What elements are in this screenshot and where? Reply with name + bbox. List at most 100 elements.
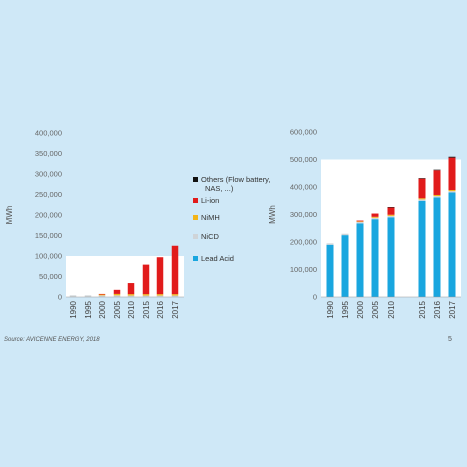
right-chart-bar-nicd-2016: [433, 196, 441, 198]
right-chart-bar-lead-2010: [387, 217, 395, 297]
left-chart-ytick-label: 0: [58, 293, 62, 302]
right-chart-bar-others-2016: [433, 169, 441, 171]
right-chart-xtick-label: 1995: [341, 300, 350, 318]
right-chart-bar-liion-2005: [371, 213, 379, 217]
left-chart-ylabel: MWh: [5, 206, 14, 225]
right-chart-bar-lead-2000: [356, 223, 364, 297]
right-chart-ytick-label: 500,000: [290, 155, 317, 164]
right-chart-bar-nicd-2010: [387, 215, 395, 218]
left-chart-bar-liion-2016: [156, 257, 164, 295]
left-chart-xtick-label: 2015: [142, 300, 151, 318]
right-chart-xtick-label: 2010: [387, 300, 396, 318]
legend-label: NiMH: [201, 213, 220, 222]
left-chart-ytick-label: 50,000: [39, 272, 62, 281]
left-chart-xtick-label: 1990: [69, 300, 78, 318]
left-chart-plot-area: [66, 256, 184, 297]
left-chart-bar-nimh-2017: [171, 294, 179, 296]
right-chart-bar-nicd-2017: [448, 191, 456, 193]
right-chart-xtick-label: 1990: [326, 300, 335, 318]
right-chart-bar-nicd-1995: [341, 233, 349, 236]
left-chart-ytick-label: 300,000: [35, 170, 62, 179]
right-chart-ytick-label: 400,000: [290, 183, 317, 192]
right-chart-xtick-label: 2015: [418, 300, 427, 318]
right-chart-bar-others-2017: [448, 156, 456, 158]
left-chart-bar-nimh-2010: [127, 294, 135, 296]
page-number: 5: [448, 336, 452, 343]
legend-swatch: [193, 198, 198, 203]
left-chart-bar-liion-2015: [142, 264, 150, 295]
right-chart-ytick-label: 200,000: [290, 238, 317, 247]
legend: Others (Flow battery, NAS, ...) Li-ion NiMH…: [193, 175, 270, 263]
right-chart-bar-liion-2000: [356, 220, 364, 222]
left-chart-ytick-label: 400,000: [35, 129, 62, 138]
left-chart-xtick-label: 2005: [113, 300, 122, 318]
left-chart-ytick-label: 250,000: [35, 190, 62, 199]
chart-left: 0 50,000 100,000 150,000 200,000 250,000 300,0…: [5, 129, 184, 319]
right-chart-xtick-label: 2000: [356, 300, 365, 318]
right-chart-bar-liion-2015: [418, 178, 426, 199]
right-chart-xtick-label: 2017: [448, 300, 457, 318]
left-chart-bar-liion-2005: [113, 289, 121, 294]
left-chart-xtick-label: 2016: [156, 300, 165, 318]
right-chart-bar-liion-2010: [387, 207, 395, 215]
left-chart-bar-nicd-2005: [113, 295, 121, 297]
right-chart-bar-nimh-2010: [387, 214, 395, 216]
left-chart-bar-nicd-2017: [171, 295, 179, 297]
legend-label: NiCD: [201, 232, 219, 241]
left-chart-bar-liion-2017: [171, 245, 179, 295]
left-chart-ytick-label: 350,000: [35, 149, 62, 158]
right-chart-bar-nicd-1990: [326, 243, 334, 245]
legend-swatch: [193, 256, 198, 261]
right-chart-xtick-label: 2016: [433, 300, 442, 318]
right-chart-ytick-label: 0: [313, 293, 317, 302]
legend-label: Lead Acid: [201, 254, 234, 263]
right-chart-bar-lead-2005: [371, 219, 379, 297]
right-chart-ytick-label: 600,000: [290, 128, 317, 137]
right-chart-bar-lead-1995: [341, 235, 349, 297]
right-chart-ytick-label: 300,000: [290, 210, 317, 219]
right-chart-bar-lead-2015: [418, 200, 426, 297]
left-chart-ytick-label: 150,000: [35, 231, 62, 240]
legend-swatch: [193, 234, 198, 239]
left-chart-bar-nimh-2000: [98, 294, 106, 296]
left-chart-bar-nicd-1995: [84, 295, 92, 297]
left-chart-ytick-label: 200,000: [35, 211, 62, 220]
left-chart-xtick-label: 1995: [84, 300, 93, 318]
legend-swatch: [193, 177, 198, 182]
left-chart-xtick-label: 2010: [127, 300, 136, 318]
left-chart-bar-nicd-2010: [127, 295, 135, 297]
source-note: Source: AVICENNE ENERGY, 2018: [4, 337, 100, 343]
legend-label: Li-ion: [201, 196, 219, 205]
right-chart-bar-lead-1990: [326, 244, 334, 297]
right-chart-bar-lead-2017: [448, 192, 456, 297]
right-chart-bar-liion-2016: [433, 170, 441, 195]
right-chart-xtick-label: 2005: [371, 300, 380, 318]
chart-right: 0 100,000 200,000 300,000 400,000 500,000 600,…: [268, 128, 461, 319]
right-chart-bar-nimh-2015: [418, 198, 426, 200]
right-chart-bar-lead-2016: [433, 197, 441, 297]
left-chart-xtick-label: 2017: [171, 300, 180, 318]
right-chart-bar-others-2015: [418, 178, 426, 179]
right-chart-bar-liion-2017: [448, 157, 456, 191]
left-chart-bar-nicd-2016: [156, 295, 164, 297]
right-chart-bar-nicd-2000: [356, 221, 364, 224]
right-chart-bar-nimh-2000: [356, 221, 364, 222]
left-chart-bar-liion-2000: [98, 293, 106, 295]
right-chart-bar-others-2010: [387, 207, 395, 208]
left-chart-bar-nicd-2000: [98, 295, 106, 297]
legend-label: Others (Flow battery, NAS, ...): [201, 175, 270, 193]
left-chart-bar-nicd-1990: [69, 295, 77, 297]
right-chart-bar-nimh-2017: [448, 190, 456, 192]
right-chart-bar-nicd-2015: [418, 199, 426, 201]
left-chart-xtick-label: 2000: [98, 300, 107, 318]
right-chart-ylabel: MWh: [268, 205, 277, 224]
left-chart-bar-nicd-2015: [142, 295, 150, 297]
left-chart-bar-nimh-2005: [113, 293, 121, 296]
left-chart-bar-nimh-2015: [142, 294, 150, 296]
left-chart-bar-nimh-2016: [156, 294, 164, 296]
left-chart-bar-liion-2010: [127, 283, 135, 295]
right-chart-bar-nimh-2016: [433, 194, 441, 197]
legend-swatch: [193, 215, 198, 220]
left-chart-ytick-label: 100,000: [35, 252, 62, 261]
